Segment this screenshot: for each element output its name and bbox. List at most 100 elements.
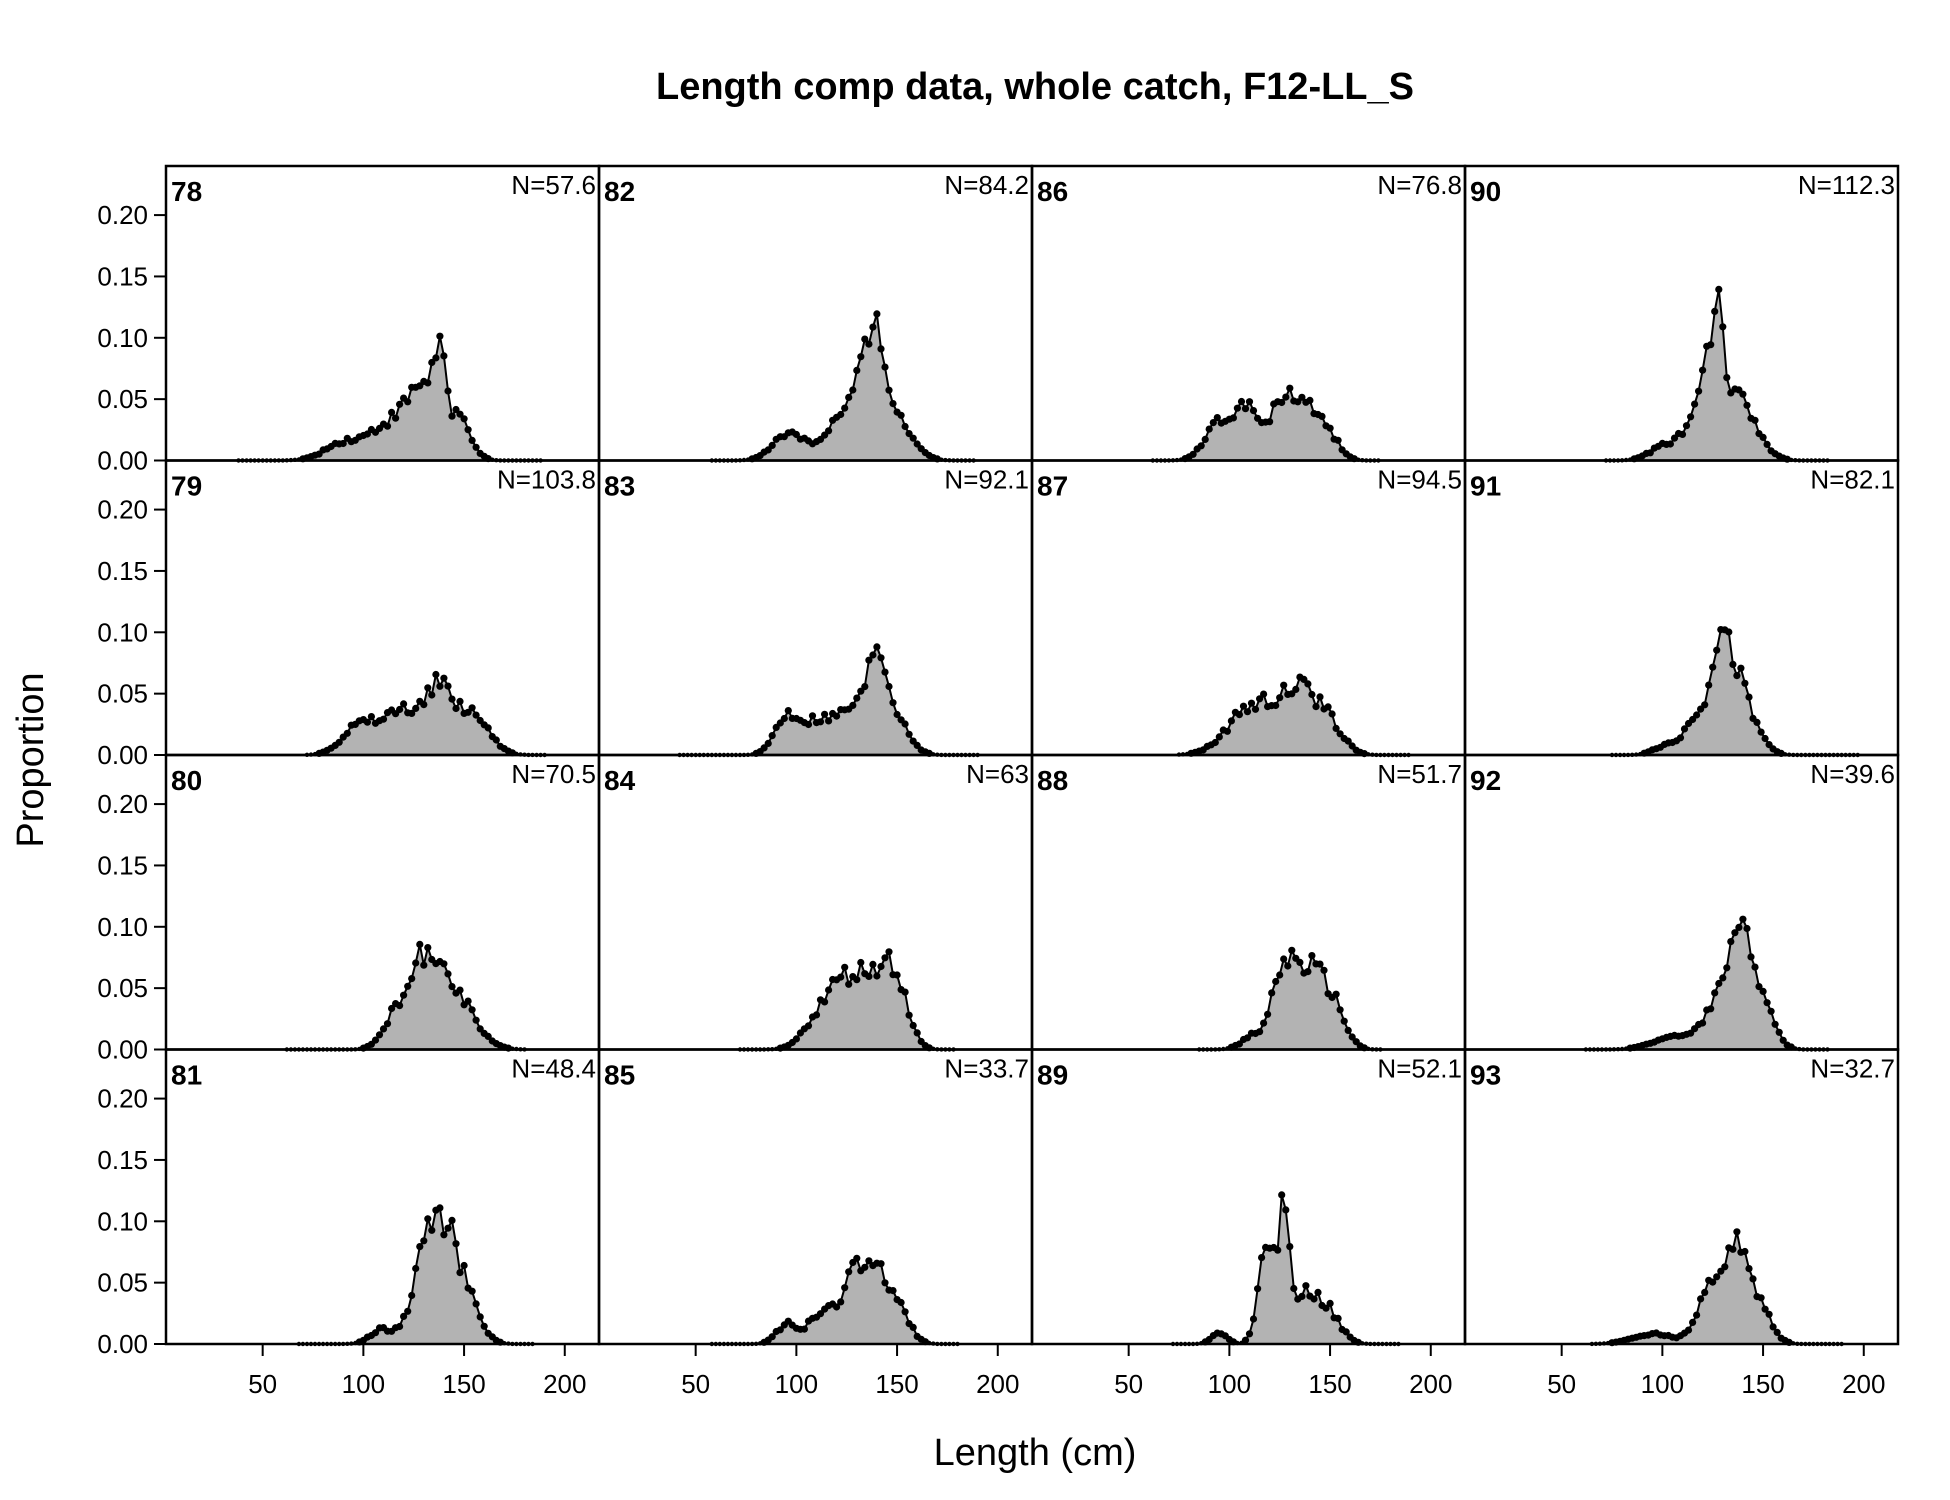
data-point xyxy=(841,1284,849,1292)
data-point xyxy=(1197,442,1205,450)
data-point xyxy=(1256,1028,1264,1036)
data-point xyxy=(1695,387,1703,395)
panel-80: 80 N=70.5 xyxy=(164,753,601,1052)
data-point xyxy=(1701,701,1709,709)
data-point xyxy=(857,353,865,361)
x-tick-label: 100 xyxy=(1641,1369,1684,1399)
panel-n-label: N=48.4 xyxy=(511,1054,596,1084)
data-point xyxy=(792,430,801,439)
data-point xyxy=(1288,946,1296,954)
data-point xyxy=(379,1025,388,1033)
y-tick-label: 0.05 xyxy=(97,679,148,709)
data-point xyxy=(869,960,877,969)
data-point xyxy=(404,1307,412,1315)
data-point xyxy=(1249,1315,1258,1323)
data-point xyxy=(837,1298,845,1306)
data-point xyxy=(408,1291,416,1300)
data-point xyxy=(1241,405,1250,413)
area-fill xyxy=(1585,919,1828,1050)
data-point xyxy=(861,1263,869,1271)
data-point xyxy=(1344,1026,1352,1034)
data-point xyxy=(1342,1328,1350,1336)
data-point xyxy=(1280,681,1288,689)
data-point xyxy=(1332,724,1340,733)
data-point xyxy=(452,1240,460,1248)
data-point xyxy=(436,332,444,340)
data-point xyxy=(1258,1254,1266,1262)
panel-year-label: 86 xyxy=(1037,176,1068,207)
x-tick-label: 150 xyxy=(875,1369,918,1399)
data-point xyxy=(1290,1284,1298,1293)
data-point xyxy=(1709,663,1717,671)
panel-border xyxy=(597,1048,1034,1346)
data-point xyxy=(1324,703,1332,711)
data-point xyxy=(468,704,476,712)
data-point xyxy=(1227,717,1235,725)
data-point xyxy=(1759,433,1767,441)
data-point xyxy=(1310,1295,1318,1303)
panel-year-label: 93 xyxy=(1470,1060,1501,1091)
data-point xyxy=(800,1325,809,1333)
area-fill xyxy=(298,1207,533,1344)
data-point xyxy=(1761,734,1769,743)
data-point xyxy=(1711,989,1719,997)
data-point xyxy=(1715,979,1723,988)
panel-border xyxy=(597,164,1034,462)
data-point xyxy=(1326,424,1334,432)
panel-n-label: N=92.1 xyxy=(944,465,1029,495)
data-point xyxy=(1304,968,1312,976)
data-point xyxy=(1757,1294,1765,1302)
data-point xyxy=(1241,1336,1250,1344)
panel-88: 88 N=51.7 xyxy=(1030,753,1467,1052)
panel-border xyxy=(1463,459,1900,757)
data-point xyxy=(444,1224,452,1232)
data-point xyxy=(1705,681,1713,689)
data-point xyxy=(1666,440,1674,448)
data-point xyxy=(1755,983,1763,991)
panel-n-label: N=33.7 xyxy=(944,1054,1029,1084)
data-point xyxy=(440,674,448,682)
y-tick-label: 0.20 xyxy=(97,789,148,819)
axes-group: 0.00 0.05 0.10 0.15 0.20 0.00 0.05 0.10 0.15 0.20… xyxy=(97,200,1885,1399)
data-point xyxy=(913,1029,921,1037)
panel-border xyxy=(164,753,601,1051)
x-tick-label: 50 xyxy=(1114,1369,1143,1399)
area-fill xyxy=(1591,1231,1842,1344)
data-point xyxy=(1684,1326,1693,1334)
x-tick-label: 200 xyxy=(976,1369,1019,1399)
data-point xyxy=(881,668,889,676)
data-point xyxy=(1348,1033,1356,1041)
panel-83: 83 N=92.1 xyxy=(597,459,1034,758)
data-point xyxy=(768,1333,776,1341)
data-point xyxy=(1284,962,1292,970)
panel-border xyxy=(1030,1048,1467,1346)
data-point xyxy=(456,986,464,994)
panel-n-label: N=52.1 xyxy=(1377,1054,1462,1084)
panel-border xyxy=(164,164,601,462)
data-point xyxy=(1235,711,1243,719)
data-point xyxy=(400,700,408,708)
data-point xyxy=(408,709,416,718)
x-tick-label: 100 xyxy=(1208,1369,1251,1399)
data-point xyxy=(1276,694,1284,702)
data-point xyxy=(821,998,829,1006)
panel-n-label: N=103.8 xyxy=(497,465,596,495)
area-fill xyxy=(1199,950,1381,1050)
data-point xyxy=(885,386,893,394)
panel-n-label: N=70.5 xyxy=(511,759,596,789)
area-fill xyxy=(1179,677,1409,755)
data-point xyxy=(1266,418,1274,426)
data-point xyxy=(1328,710,1336,718)
data-point xyxy=(375,1031,384,1039)
data-point xyxy=(833,1303,841,1311)
data-point xyxy=(873,310,881,318)
data-point xyxy=(1298,1292,1306,1300)
data-point xyxy=(849,386,857,394)
data-point xyxy=(456,410,464,418)
data-point xyxy=(804,1022,813,1030)
data-point xyxy=(841,404,849,412)
data-point xyxy=(1727,938,1735,946)
panel-89: 89 N=52.1 xyxy=(1030,1048,1467,1347)
data-point xyxy=(853,1254,861,1262)
data-point xyxy=(379,715,388,723)
